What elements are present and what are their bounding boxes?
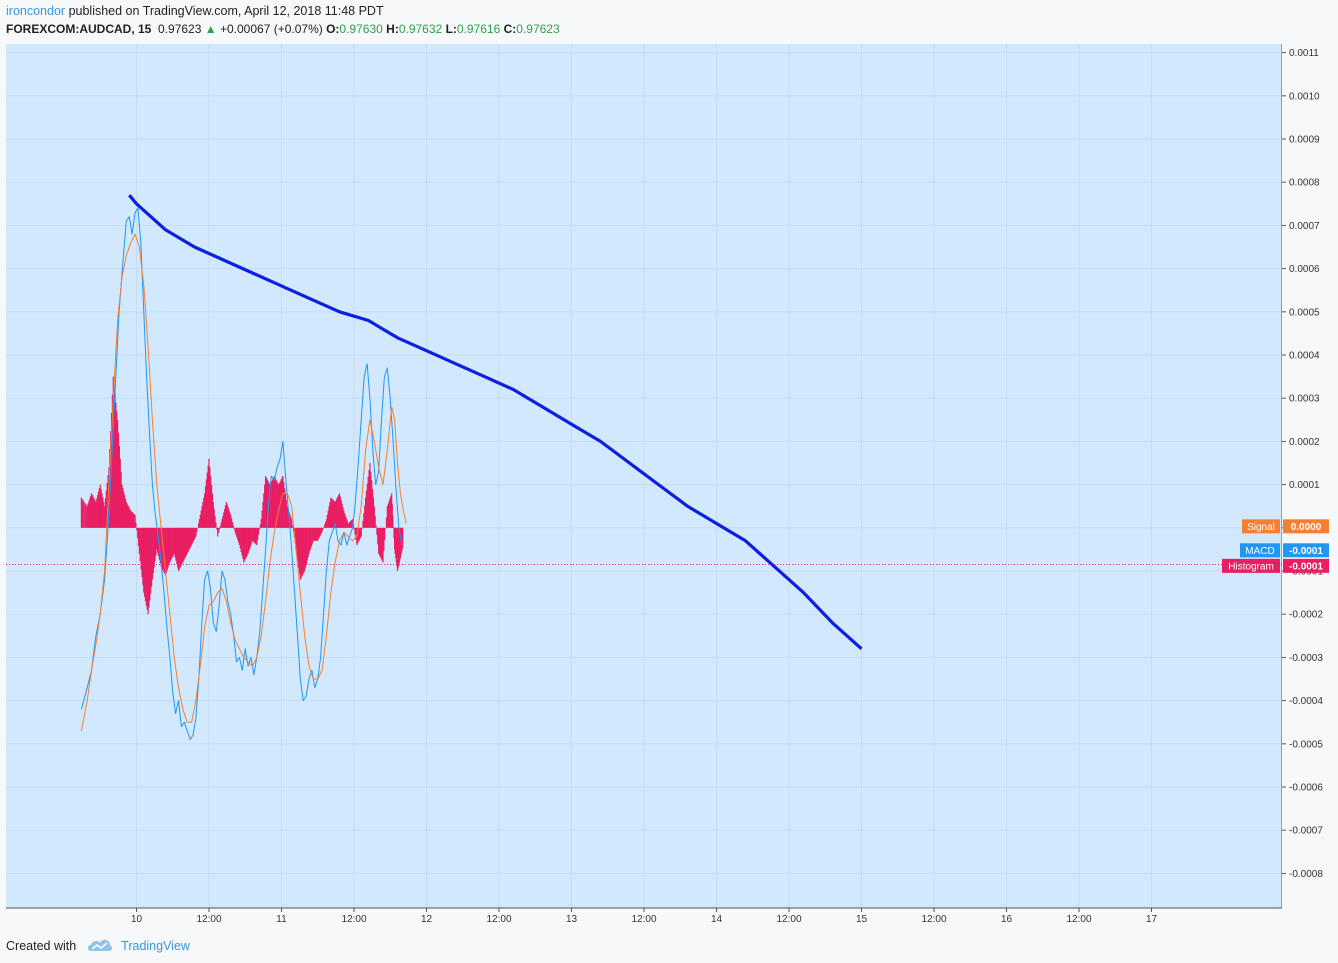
time-axis[interactable]: [6, 909, 1282, 929]
low-value: 0.97616: [456, 22, 501, 36]
y-tick-label: 0.0006: [1289, 264, 1320, 275]
high-label: H:: [386, 22, 399, 36]
x-tick-label: 12:00: [631, 914, 656, 925]
x-tick-label: 12:00: [921, 914, 946, 925]
x-tick-label: 11: [276, 914, 287, 925]
x-tick-label: 14: [711, 914, 723, 925]
footer: Created with TradingView: [6, 938, 190, 953]
x-axis-ticks: 10 12:00 11 12:00 12 12:00 13 12:00 14 12:00 15 12:…: [131, 908, 1158, 925]
close-value: 0.97623: [516, 22, 560, 36]
y-tick-label: -0.0004: [1289, 696, 1323, 707]
signal-line: [80, 233, 407, 731]
author-link[interactable]: ironcondor: [6, 4, 66, 18]
marker-value: -0.0001: [1289, 546, 1323, 557]
y-tick-label: -0.0008: [1289, 869, 1323, 880]
tradingview-cloud-icon: [87, 939, 112, 951]
x-tick-label: 13: [566, 914, 578, 925]
x-tick-label: 16: [1001, 914, 1013, 925]
symbol-info: FOREXCOM:AUDCAD, 15 0.97623 ▲ +0.00067 (…: [6, 22, 560, 36]
last-price: 0.97623: [158, 22, 202, 36]
y-tick-label: -0.0007: [1289, 826, 1323, 837]
open-value: 0.97630: [339, 22, 383, 36]
x-tick-label: 15: [856, 914, 868, 925]
publish-info: ironcondor published on TradingView.com,…: [6, 4, 384, 18]
marker-value: -0.0001: [1289, 561, 1323, 572]
x-tick-label: 17: [1146, 914, 1158, 925]
series-lines: [80, 194, 863, 740]
marker-value-bg: [1283, 519, 1329, 534]
y-tick-label: 0.0010: [1289, 91, 1320, 102]
marker-value-bg: [1283, 543, 1329, 558]
y-tick-label: 0.0008: [1289, 178, 1320, 189]
value-markers: Signal 0.0000 MACD -0.0001 Histogram -0.0001: [1222, 519, 1329, 573]
y-tick-label: -0.0005: [1289, 739, 1323, 750]
x-tick-label: 12: [421, 914, 433, 925]
marker-value: 0.0000: [1291, 522, 1322, 533]
up-triangle-icon: ▲: [204, 22, 217, 36]
y-axis-ticks: 0.0011 0.0010 0.0009 0.0008 0.0007 0.0006 0.00…: [1282, 48, 1323, 880]
created-with-text: Created with: [6, 939, 77, 953]
low-label: L:: [445, 22, 457, 36]
macd-line: [80, 207, 403, 740]
marker-label-bg: [1222, 558, 1280, 573]
y-tick-label: 0.0007: [1289, 221, 1320, 232]
marker-label: MACD: [1245, 546, 1274, 557]
y-tick-label: 0.0004: [1289, 351, 1320, 362]
open-label: O:: [326, 22, 340, 36]
grid: [6, 44, 1282, 908]
symbol-name: FOREXCOM:AUDCAD, 15: [6, 22, 152, 36]
y-tick-label: -0.0002: [1289, 610, 1323, 621]
x-tick-label: 12:00: [1066, 914, 1091, 925]
trend-line: [128, 194, 863, 650]
y-tick-label: 0.0005: [1289, 307, 1320, 318]
price-axis[interactable]: [1282, 44, 1338, 908]
y-tick-label: 0.0009: [1289, 135, 1320, 146]
y-tick-label: 0.0001: [1289, 480, 1320, 491]
y-tick-label: 0.0003: [1289, 394, 1320, 405]
marker-label: Signal: [1247, 522, 1275, 533]
published-text: published on TradingView.com, April 12, …: [68, 4, 384, 18]
marker-label: Histogram: [1228, 561, 1274, 572]
y-tick-label: -0.0003: [1289, 653, 1323, 664]
x-tick-label: 12:00: [341, 914, 366, 925]
marker-label-bg: [1240, 543, 1280, 558]
x-tick-label: 10: [131, 914, 143, 925]
x-tick-label: 12:00: [486, 914, 511, 925]
x-tick-label: 12:00: [776, 914, 801, 925]
y-tick-label: 0.0002: [1289, 437, 1320, 448]
y-tick-label: -0.0006: [1289, 783, 1323, 794]
marker-label-bg: [1242, 519, 1280, 534]
marker-value-bg: [1283, 558, 1329, 573]
y-tick-label: 0.0011: [1289, 48, 1319, 59]
tradingview-link[interactable]: TradingView: [121, 939, 190, 953]
close-label: C:: [503, 22, 517, 36]
high-value: 0.97632: [398, 22, 443, 36]
x-tick-label: 12:00: [196, 914, 221, 925]
price-change: +0.00067 (+0.07%): [219, 22, 323, 36]
